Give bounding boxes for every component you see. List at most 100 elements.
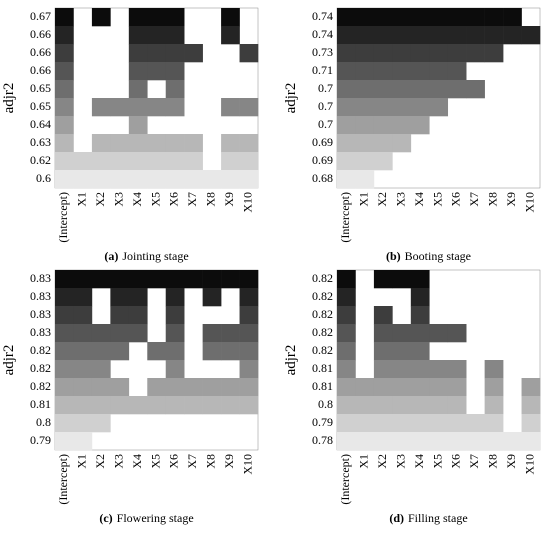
cell — [392, 134, 412, 153]
cell — [110, 98, 130, 117]
cell — [91, 98, 111, 117]
y-tick-label: 0.7 — [318, 81, 333, 95]
cell — [410, 116, 430, 135]
cell — [410, 288, 430, 307]
cell — [373, 62, 393, 81]
x-tick-label: (Intercept) — [56, 454, 70, 505]
cell — [184, 270, 203, 289]
cell — [147, 170, 167, 189]
x-tick-label: X4 — [130, 454, 144, 469]
cell — [128, 396, 148, 415]
y-tick-label: 0.81 — [312, 361, 333, 375]
cell — [503, 432, 522, 451]
cell — [73, 378, 93, 397]
cell — [55, 324, 74, 343]
cell — [184, 134, 203, 153]
y-tick-label: 0.64 — [30, 117, 51, 131]
cell — [392, 270, 412, 289]
y-tick-label: 0.82 — [312, 307, 333, 321]
y-tick-label: 0.82 — [30, 379, 51, 393]
cell — [55, 414, 74, 433]
cell — [221, 396, 240, 415]
y-tick-label: 0.66 — [30, 63, 51, 77]
cell — [521, 26, 541, 45]
caption: (a) Jointing stage — [104, 249, 188, 263]
cell — [355, 378, 375, 397]
cell — [429, 98, 449, 117]
cell — [521, 432, 541, 451]
cell — [373, 414, 393, 433]
cell — [239, 342, 259, 361]
cell — [337, 414, 356, 433]
cell — [337, 432, 356, 451]
cell — [165, 98, 185, 117]
cell — [337, 288, 356, 307]
cell — [221, 270, 240, 289]
cell — [355, 98, 375, 117]
x-tick-label: (Intercept) — [338, 192, 352, 243]
cell — [147, 270, 167, 289]
x-tick-label: X3 — [111, 454, 125, 469]
cell — [392, 80, 412, 99]
cell — [410, 342, 430, 361]
cell — [165, 8, 185, 27]
cell — [221, 98, 240, 117]
x-tick-label: X8 — [486, 454, 500, 469]
x-tick-label: X2 — [375, 192, 389, 207]
y-tick-label: 0.65 — [30, 99, 51, 113]
cell — [355, 170, 375, 189]
cell — [429, 324, 449, 343]
caption-label: (c) — [99, 511, 112, 525]
cell — [91, 270, 111, 289]
y-tick-label: 0.83 — [30, 289, 51, 303]
x-tick-label: X6 — [167, 454, 181, 469]
cell — [184, 152, 203, 171]
caption: (b) Booting stage — [386, 249, 471, 263]
cell — [147, 134, 167, 153]
cell — [337, 360, 356, 379]
cell — [55, 98, 74, 117]
cell — [484, 432, 504, 451]
cell — [147, 26, 167, 45]
cell — [91, 396, 111, 415]
cell — [447, 432, 467, 451]
cell — [91, 8, 111, 27]
cell — [373, 44, 393, 63]
caption-title: Filling stage — [408, 511, 468, 525]
y-tick-label: 0.7 — [318, 99, 333, 113]
cell — [147, 342, 167, 361]
x-tick-label: X8 — [204, 192, 218, 207]
y-tick-label: 0.69 — [312, 135, 333, 149]
cell — [55, 170, 74, 189]
cell — [128, 98, 148, 117]
panel: 0.82 0.82 0.82 0.82 0.82 0.81 0.81 0.8 0.79 0.78 (… — [283, 269, 541, 525]
cell — [373, 342, 393, 361]
cell — [239, 324, 259, 343]
cell — [410, 396, 430, 415]
x-tick-label: X1 — [356, 454, 370, 469]
cell — [165, 80, 185, 99]
cell — [355, 116, 375, 135]
cell — [55, 134, 74, 153]
cell — [55, 270, 74, 289]
cell — [165, 26, 185, 45]
cell — [55, 116, 74, 135]
cell — [128, 288, 148, 307]
cell — [110, 342, 130, 361]
cell — [503, 26, 522, 45]
cell — [165, 360, 185, 379]
caption-title: Flowering stage — [117, 511, 194, 525]
cell — [91, 170, 111, 189]
y-tick-label: 0.78 — [312, 433, 333, 447]
y-tick-label: 0.73 — [312, 45, 333, 59]
x-tick-label: X9 — [222, 192, 236, 207]
cell — [484, 26, 504, 45]
x-tick-label: X10 — [241, 192, 255, 213]
cell — [429, 360, 449, 379]
y-tick-label: 0.6 — [36, 171, 51, 185]
cell — [466, 80, 485, 99]
cell — [55, 152, 74, 171]
cell — [239, 360, 259, 379]
cell — [221, 134, 240, 153]
cell — [73, 432, 93, 451]
